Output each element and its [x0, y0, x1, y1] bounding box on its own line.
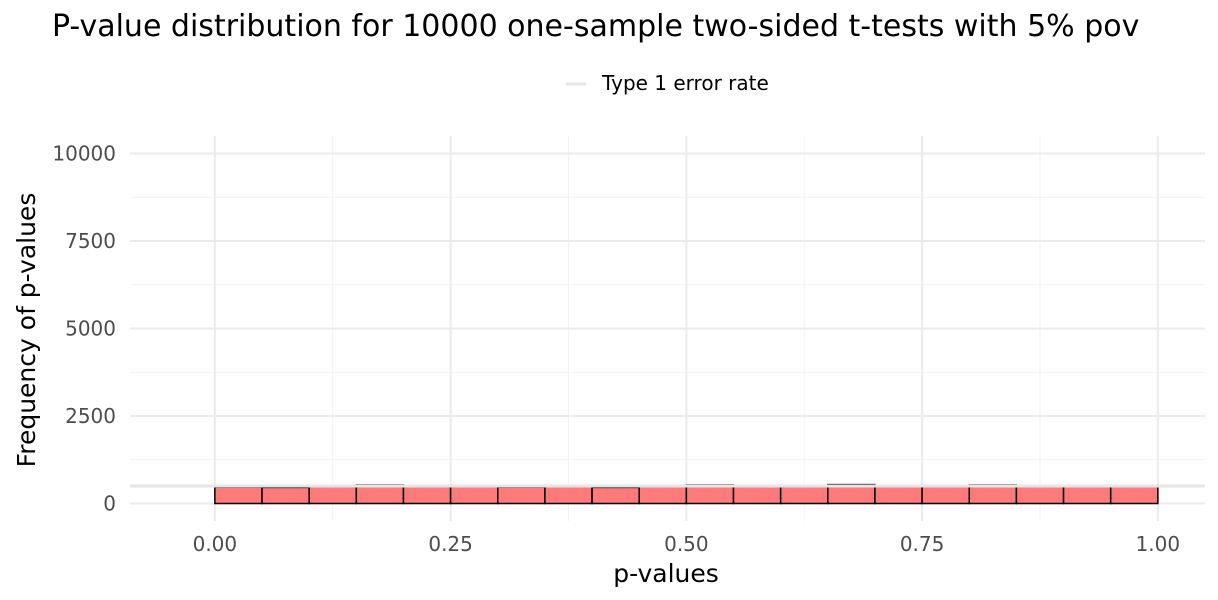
y-tick-label: 5000 — [65, 317, 116, 341]
y-tick-label: 2500 — [65, 404, 116, 428]
x-tick-label: 1.00 — [1136, 532, 1181, 556]
histogram-bar — [732, 485, 782, 505]
histogram-bar — [1062, 485, 1112, 505]
histogram-bar — [402, 484, 452, 505]
histogram-bar — [1109, 485, 1159, 505]
x-tick-label: 0.25 — [428, 532, 473, 556]
x-axis-label: p-values — [613, 559, 719, 588]
histogram-bar — [591, 486, 640, 505]
y-axis-tick-labels: 0 2500 5000 7500 10000 — [52, 142, 116, 516]
y-tick-label: 10000 — [52, 142, 116, 166]
y-tick-label: 0 — [103, 492, 116, 516]
x-tick-label: 0.75 — [900, 532, 945, 556]
histogram-bar — [261, 486, 310, 505]
histogram-bar — [638, 485, 688, 505]
histogram-bar — [921, 485, 971, 505]
histogram-bar — [544, 484, 593, 505]
legend: Type 1 error rate — [566, 71, 769, 95]
y-tick-label: 7500 — [65, 229, 116, 253]
histogram-bar — [779, 485, 829, 505]
x-axis-tick-labels: 0.00 0.25 0.50 0.75 1.00 — [193, 532, 1181, 556]
histogram-bar — [968, 484, 1018, 505]
chart-title: P-value distribution for 10000 one-sampl… — [52, 9, 1139, 44]
histogram-bar — [497, 486, 546, 505]
histogram-bars — [214, 483, 1159, 505]
histogram-bar — [214, 486, 263, 505]
major-gridlines — [130, 136, 1205, 521]
histogram-bar — [308, 485, 358, 505]
x-tick-label: 0.00 — [193, 532, 238, 556]
histogram-bar — [685, 484, 735, 505]
histogram-bar — [355, 484, 405, 505]
histogram-bar — [449, 484, 499, 505]
legend-label: Type 1 error rate — [601, 71, 769, 95]
histogram-bar — [1015, 484, 1065, 505]
histogram-bar — [874, 484, 923, 505]
y-axis-label: Frequency of p-values — [12, 193, 41, 468]
x-tick-label: 0.50 — [664, 532, 709, 556]
